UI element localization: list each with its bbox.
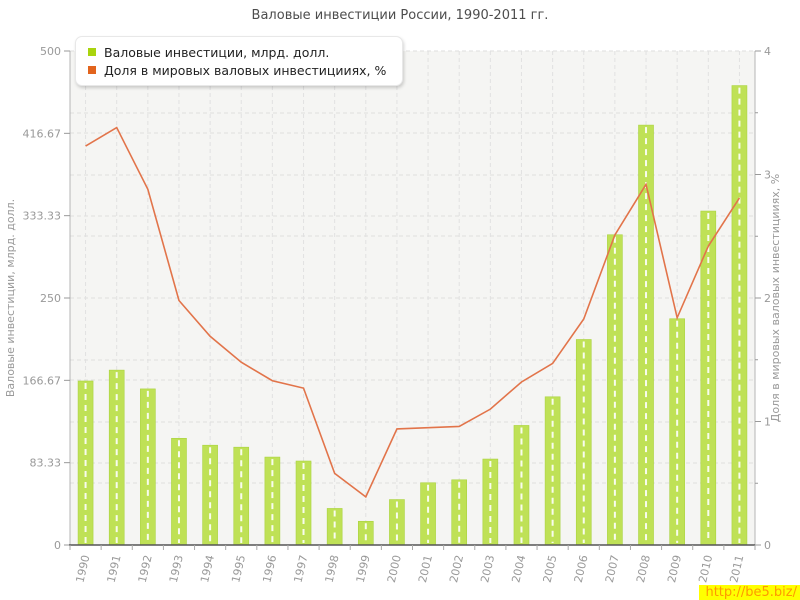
x-label-2010: 2010 (696, 554, 715, 584)
svg-text:1: 1 (764, 416, 771, 429)
line-series (85, 126, 741, 499)
svg-text:500: 500 (40, 45, 61, 58)
svg-text:0: 0 (54, 539, 61, 552)
x-label-1991: 1991 (105, 554, 124, 584)
x-label-2000: 2000 (385, 554, 404, 584)
y-axis-right: 0 1 2 3 4 (755, 45, 771, 552)
y-axis-right-title: Доля в мировых валовых инвестицииях, % (769, 174, 782, 423)
legend: Валовые инвестиции, млрд. долл. Доля в м… (75, 36, 404, 86)
svg-text:0: 0 (764, 539, 771, 552)
legend-swatch-bar-icon (88, 48, 96, 56)
watermark-link[interactable]: http://be5.biz/ (699, 585, 800, 600)
x-label-1994: 1994 (198, 554, 217, 584)
svg-text:416.67: 416.67 (23, 127, 62, 140)
legend-label-bars: Валовые инвестиции, млрд. долл. (104, 44, 330, 60)
x-label-2008: 2008 (634, 554, 653, 584)
svg-text:83.33: 83.33 (30, 457, 62, 470)
x-label-1997: 1997 (291, 554, 310, 584)
svg-text:250: 250 (40, 292, 61, 305)
legend-item-line: Доля в мировых валовых инвестицииях, % (88, 61, 386, 79)
svg-text:166.67: 166.67 (23, 374, 62, 387)
bar-2001 (420, 482, 436, 546)
x-label-2003: 2003 (478, 554, 497, 584)
x-axis: 1990 1991 1992 1993 1994 1995 1996 1997 1998 1999… (69, 544, 756, 584)
legend-swatch-line-icon (88, 66, 96, 74)
x-label-2007: 2007 (603, 554, 622, 584)
x-label-2001: 2001 (416, 554, 435, 584)
x-label-1996: 1996 (260, 554, 279, 584)
x-label-2006: 2006 (572, 554, 591, 584)
x-label-2002: 2002 (447, 554, 466, 584)
bar-2002 (451, 479, 468, 546)
y-axis-left-title: Валовые инвестиции, млрд. долл. (4, 199, 17, 397)
x-label-2009: 2009 (665, 554, 684, 584)
x-label-1995: 1995 (229, 554, 248, 584)
x-label-2004: 2004 (509, 554, 528, 584)
x-label-1992: 1992 (136, 554, 155, 584)
svg-text:333.33: 333.33 (23, 210, 62, 223)
chart-title: Валовые инвестиции России, 1990-2011 гг. (251, 8, 549, 23)
x-label-1999: 1999 (354, 554, 373, 584)
y-axis-left: 0 83.33 166.67 250 333.33 416.67 500 (23, 45, 70, 552)
bar-1992 (140, 388, 156, 546)
x-label-1998: 1998 (323, 554, 342, 584)
x-label-2011: 2011 (727, 554, 746, 584)
svg-text:2: 2 (764, 292, 771, 305)
x-label-2005: 2005 (541, 554, 560, 584)
svg-text:3: 3 (764, 169, 771, 182)
svg-text:4: 4 (764, 45, 771, 58)
bars-series (77, 85, 748, 546)
legend-label-line: Доля в мировых валовых инвестицииях, % (104, 62, 387, 78)
x-label-1993: 1993 (167, 554, 186, 584)
legend-item-bars: Валовые инвестиции, млрд. долл. (88, 43, 386, 61)
x-label-1990: 1990 (74, 554, 93, 584)
